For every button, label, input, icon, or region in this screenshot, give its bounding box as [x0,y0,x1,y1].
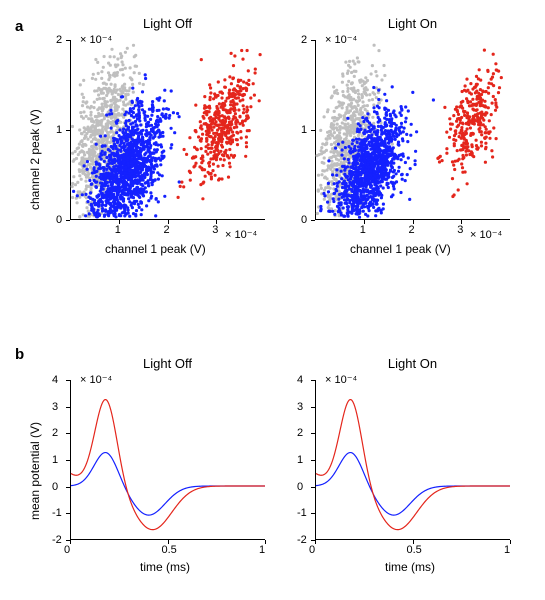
xtick-label: 2 [409,224,415,236]
ytick-label: -1 [52,507,62,519]
panel-letter-a: a [15,18,23,35]
tick-mark [510,540,511,544]
panel-a-title-1: Light On [315,16,510,31]
ytick-label: 0 [297,481,303,493]
xtick-label: 0 [64,544,70,556]
line-axes-light-on [315,380,510,540]
panel-a-xmult-0: × 10⁻⁴ [225,228,257,241]
tick-mark [66,407,70,408]
xtick-label: 1 [360,224,366,236]
tick-mark [70,540,71,544]
tick-mark [66,487,70,488]
ytick-label: 1 [52,454,58,466]
line-plot-light-off [71,380,265,539]
ytick-label: -2 [297,534,307,546]
xtick-label: 2 [164,224,170,236]
xtick-label: 3 [212,224,218,236]
panel-b-ymult-0: × 10⁻⁴ [80,373,112,386]
panel-b-ymult-1: × 10⁻⁴ [325,373,357,386]
ytick-label: -1 [297,507,307,519]
figure: a Light Off Light On channel 2 peak (V) … [0,0,545,600]
panel-a-ymult-0: × 10⁻⁴ [80,33,112,46]
tick-mark [311,460,315,461]
panel-b-title-0: Light Off [70,356,265,371]
ytick-label: 1 [297,454,303,466]
ytick-label: 1 [301,124,307,136]
xtick-label: 3 [457,224,463,236]
tick-mark [66,513,70,514]
ytick-label: 0 [56,214,62,226]
xtick-label: 1 [259,544,265,556]
ytick-label: 0 [301,214,307,226]
tick-mark [265,540,266,544]
tick-mark [311,40,315,41]
panel-a-title-0: Light Off [70,16,265,31]
ytick-label: 3 [52,401,58,413]
tick-mark [311,130,315,131]
ytick-label: 4 [52,374,58,386]
tick-mark [315,540,316,544]
panel-a-xlabel-1: channel 1 peak (V) [350,242,451,256]
tick-mark [311,407,315,408]
tick-mark [66,460,70,461]
scatter-axes-light-off [70,40,265,220]
xtick-label: 0.5 [407,544,422,556]
scatter-plot-light-off [71,40,265,219]
panel-b-xlabel-1: time (ms) [385,560,435,574]
panel-a-ylabel: channel 2 peak (V) [28,109,42,210]
panel-a-xmult-1: × 10⁻⁴ [470,228,502,241]
panel-letter-b: b [15,346,24,363]
ytick-label: 1 [56,124,62,136]
xtick-label: 1 [504,544,510,556]
tick-mark [66,40,70,41]
tick-mark [311,513,315,514]
panel-b-ylabel: mean potential (V) [28,422,42,520]
panel-a-ymult-1: × 10⁻⁴ [325,33,357,46]
tick-mark [66,433,70,434]
ytick-label: 4 [297,374,303,386]
tick-mark [66,220,70,221]
xtick-label: 1 [115,224,121,236]
xtick-label: 0 [309,544,315,556]
tick-mark [66,130,70,131]
line-axes-light-off [70,380,265,540]
tick-mark [66,380,70,381]
line-plot-light-on [316,380,510,539]
tick-mark [311,220,315,221]
xtick-label: 0.5 [162,544,177,556]
tick-mark [311,380,315,381]
ytick-label: 2 [56,34,62,46]
ytick-label: 2 [301,34,307,46]
tick-mark [311,487,315,488]
panel-b-title-1: Light On [315,356,510,371]
scatter-axes-light-on [315,40,510,220]
ytick-label: 2 [297,427,303,439]
scatter-plot-light-on [316,40,510,219]
ytick-label: 3 [297,401,303,413]
ytick-label: 0 [52,481,58,493]
panel-a-xlabel-0: channel 1 peak (V) [105,242,206,256]
ytick-label: -2 [52,534,62,546]
panel-b-xlabel-0: time (ms) [140,560,190,574]
tick-mark [311,433,315,434]
ytick-label: 2 [52,427,58,439]
